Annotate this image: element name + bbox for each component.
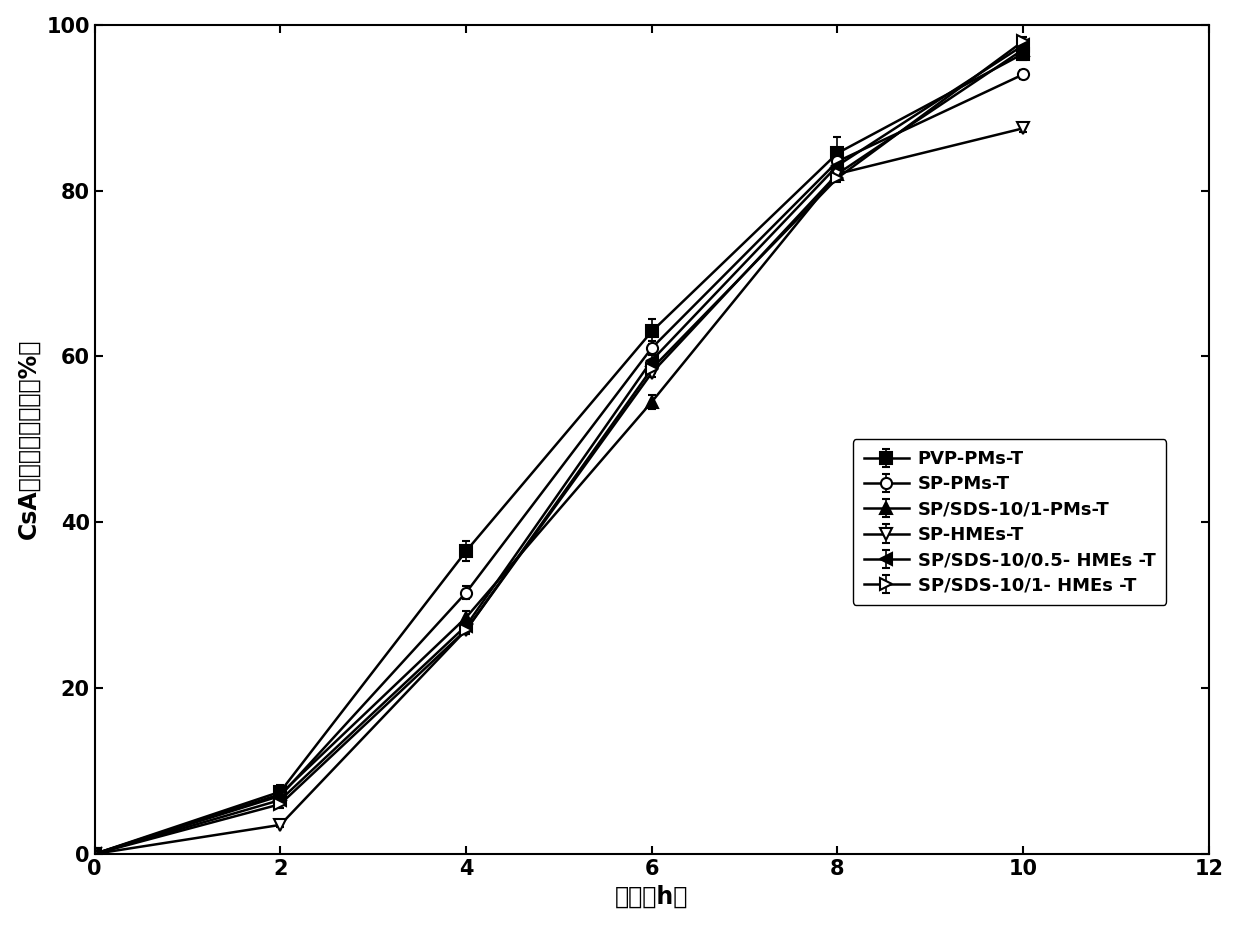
Legend: PVP-PMs-T, SP-PMs-T, SP/SDS-10/1-PMs-T, SP-HMEs-T, SP/SDS-10/0.5- HMEs -T, SP/SD: PVP-PMs-T, SP-PMs-T, SP/SDS-10/1-PMs-T, …	[853, 439, 1167, 605]
Y-axis label: CsA累积释放百分数（%）: CsA累积释放百分数（%）	[16, 339, 41, 539]
X-axis label: 时间（h）: 时间（h）	[615, 884, 688, 908]
